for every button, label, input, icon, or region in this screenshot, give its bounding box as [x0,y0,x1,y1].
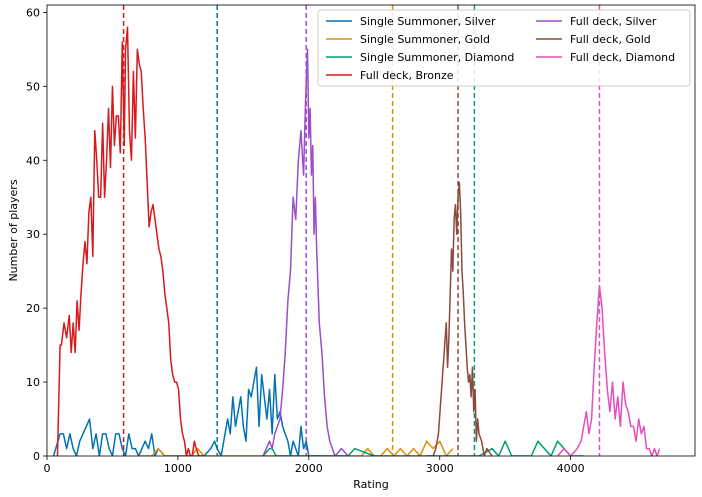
x-axis-label: Rating [353,478,388,491]
series-line-1 [138,440,454,456]
x-tick-label: 1000 [164,462,192,475]
y-tick-label: 30 [26,228,40,241]
series-line-2 [262,440,584,456]
legend-label: Full deck, Gold [570,33,651,46]
series-line-5 [426,181,493,456]
legend-label: Full deck, Diamond [570,51,675,64]
y-tick-label: 0 [33,450,40,463]
x-tick-label: 2000 [295,462,323,475]
series-line-4 [262,48,349,456]
y-tick-label: 10 [26,376,40,389]
legend-label: Single Summoner, Gold [360,33,490,46]
axes-layer: 0 1000 2000 3000 4000 0 10 20 30 40 50 60 Rating Numb… [7,4,696,491]
y-tick-label: 20 [26,302,40,315]
y-tick-label: 60 [26,6,40,19]
legend-label: Full deck, Silver [570,15,657,28]
legend: Single Summoner, Silver Single Summoner, … [317,9,691,87]
legend-label: Full deck, Bronze [360,69,454,82]
series-line-6 [556,285,661,456]
x-tick-label: 3000 [426,462,454,475]
series-layer [52,26,661,456]
legend-label: Single Summoner, Diamond [360,51,514,64]
legend-label: Single Summoner, Silver [360,15,496,28]
plot-frame [46,4,696,457]
x-tick-label: 4000 [557,462,585,475]
x-tick-label: 0 [44,462,51,475]
series-line-0 [52,366,322,456]
y-tick-label: 50 [26,80,40,93]
y-axis-label: Number of players [7,179,20,281]
y-tick-label: 40 [26,154,40,167]
legend-box [317,9,691,87]
series-line-3 [56,26,205,456]
